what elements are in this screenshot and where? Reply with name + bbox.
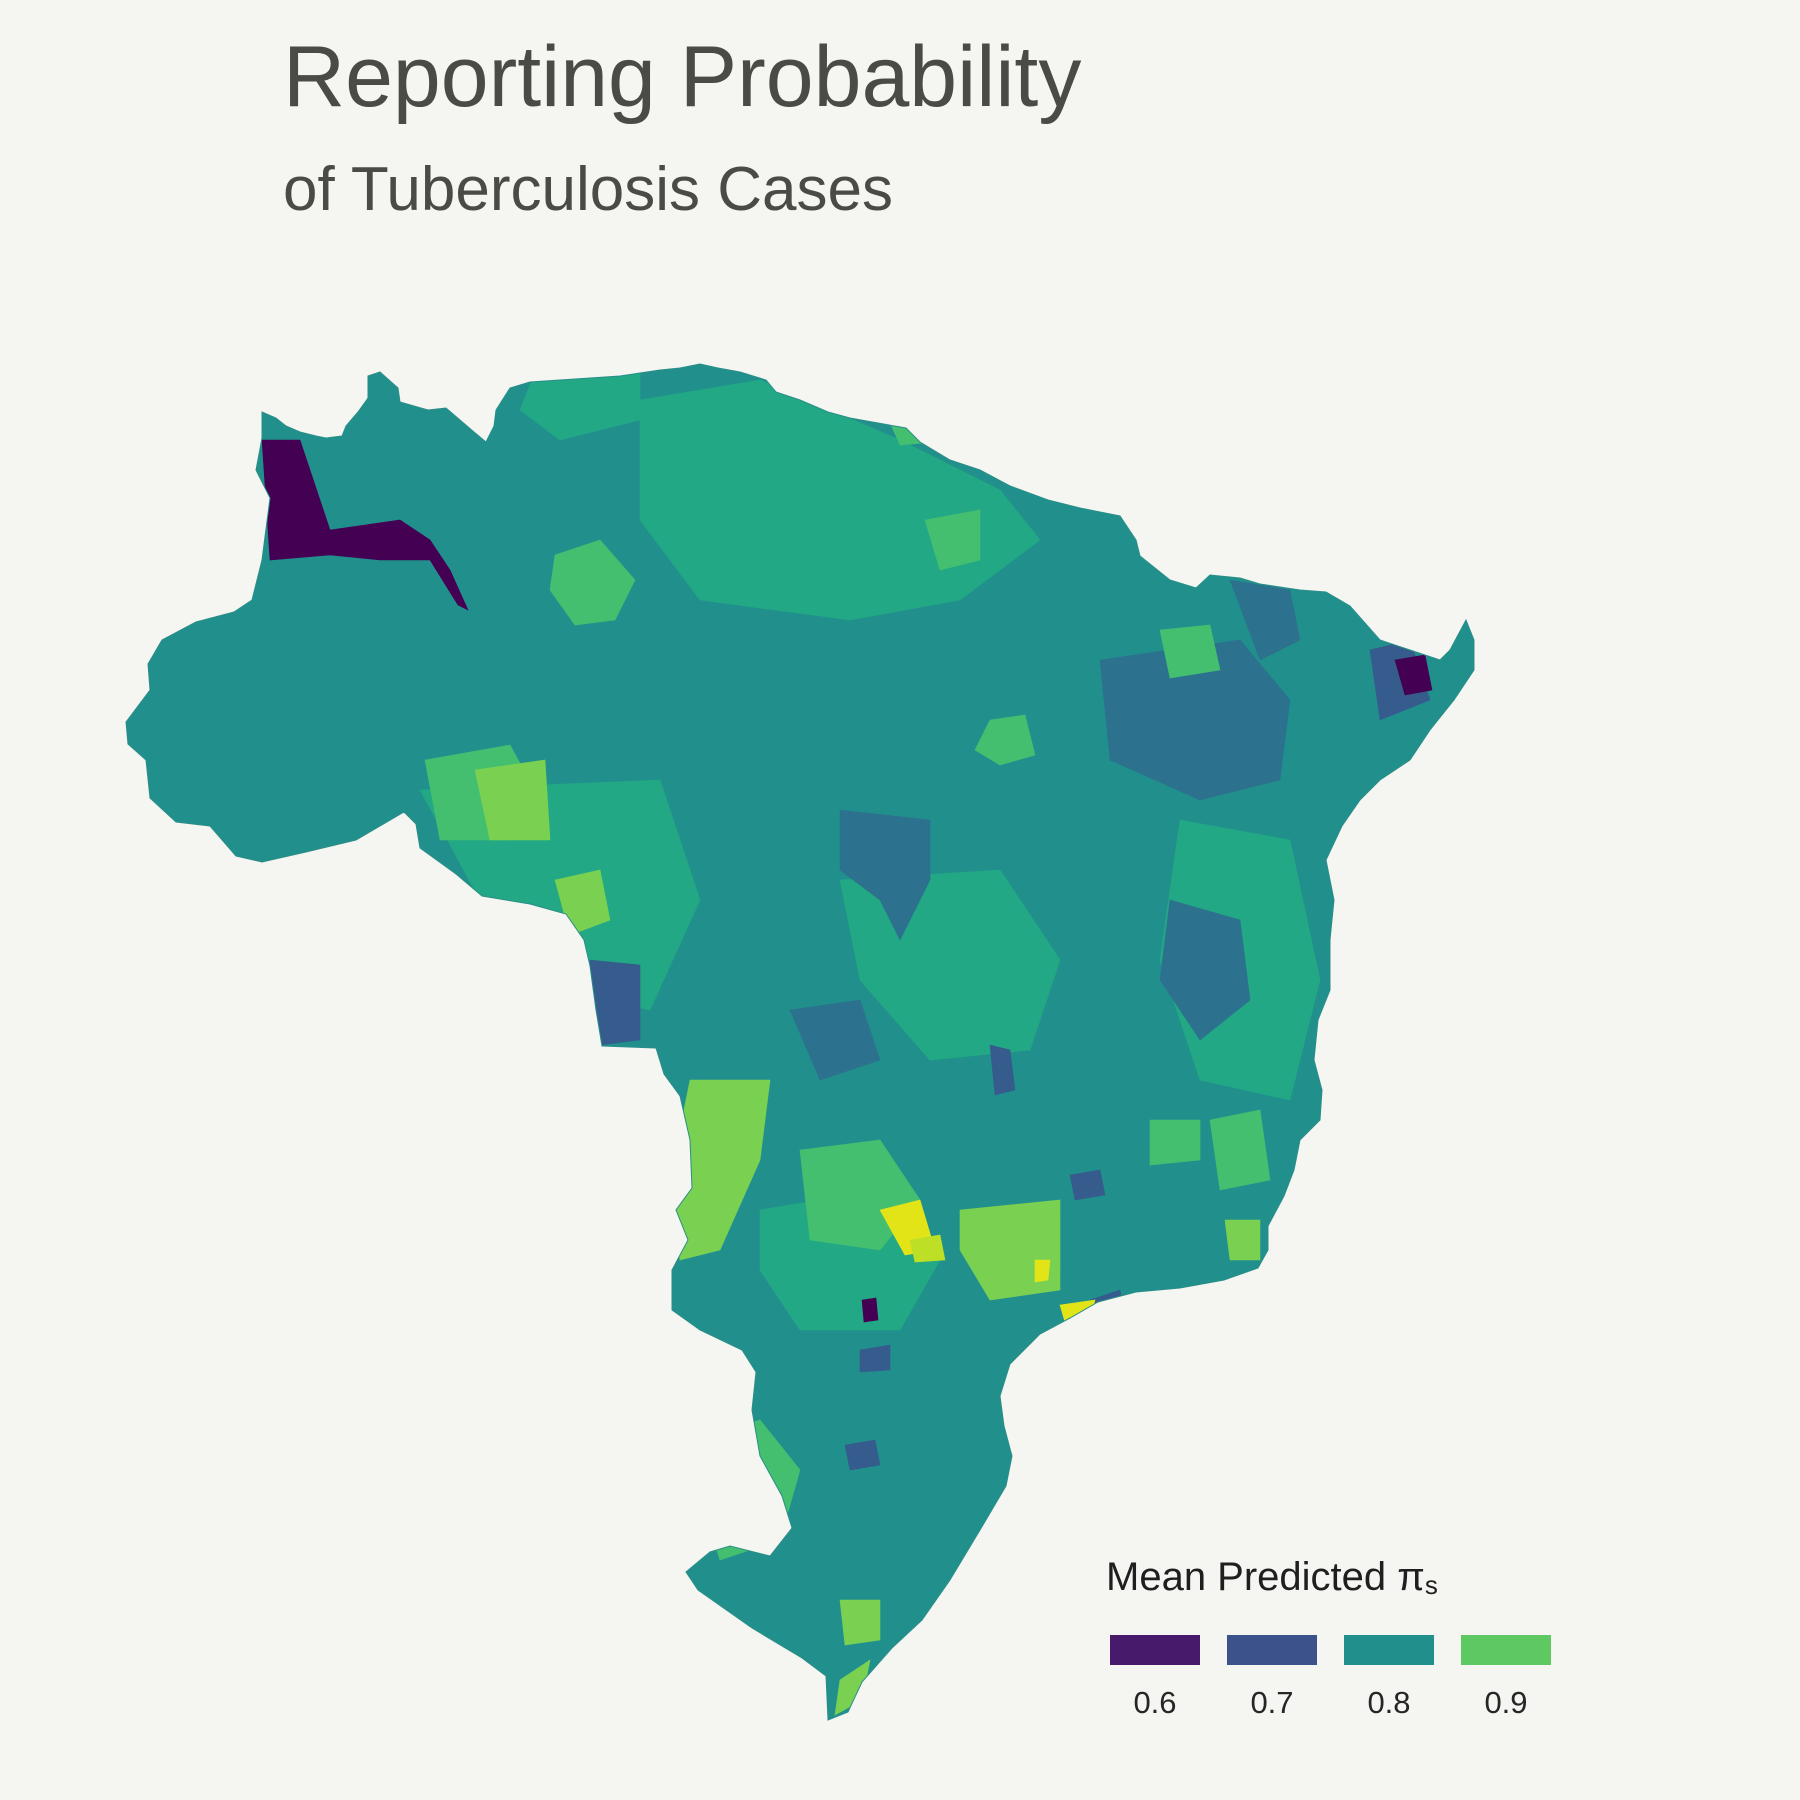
region-sp-west-2 xyxy=(909,1234,946,1263)
legend-label: 0.9 xyxy=(1484,1685,1528,1720)
region-bahia-inner xyxy=(1159,899,1251,1041)
region-mt-south xyxy=(789,999,881,1081)
region-north-para xyxy=(639,379,1041,621)
region-sp-center xyxy=(1034,1259,1051,1283)
region-mg-north xyxy=(1149,1119,1201,1166)
legend: Mean Predicted πs 0.6 0.7 0.8 0.9 xyxy=(1106,1555,1566,1735)
legend-item: 0.6 xyxy=(1110,1635,1200,1721)
map-title: Reporting Probability xyxy=(283,29,1082,125)
region-parana-small xyxy=(859,1344,891,1373)
region-alagoas xyxy=(1399,824,1421,853)
region-sp-metro-2 xyxy=(1067,1317,1091,1333)
region-es xyxy=(1209,1109,1271,1191)
region-amazonas-west xyxy=(261,439,469,611)
region-acre-east xyxy=(589,959,641,1046)
legend-item: 0.7 xyxy=(1227,1635,1317,1721)
legend-swatch xyxy=(1461,1635,1551,1665)
legend-swatch xyxy=(1110,1635,1200,1665)
region-amazonas-center xyxy=(549,539,636,626)
region-para-center xyxy=(974,714,1036,766)
region-rj xyxy=(1224,1219,1261,1261)
legend-label: 0.6 xyxy=(1133,1685,1177,1720)
legend-title: Mean Predicted πs xyxy=(1106,1555,1438,1600)
legend-label: 0.7 xyxy=(1250,1685,1294,1720)
region-tocantins xyxy=(839,809,931,941)
legend-swatch xyxy=(1344,1635,1434,1665)
region-rondonia xyxy=(474,759,551,841)
legend-label: 0.8 xyxy=(1367,1685,1411,1720)
region-mg-small xyxy=(1069,1169,1106,1201)
region-ceara-interior xyxy=(1229,579,1301,661)
legend-swatch xyxy=(1227,1635,1317,1665)
region-goias-small xyxy=(989,1044,1016,1096)
region-rn xyxy=(1394,654,1433,696)
legend-item: 0.9 xyxy=(1461,1635,1551,1721)
region-ms-small xyxy=(861,1297,879,1323)
legend-item: 0.8 xyxy=(1344,1635,1434,1721)
map-subtitle: of Tuberculosis Cases xyxy=(283,155,893,224)
region-piaui-east xyxy=(1099,639,1291,801)
region-santa-catarina xyxy=(844,1439,881,1471)
region-para-north xyxy=(924,509,981,571)
region-rs-lagoon xyxy=(839,1599,881,1646)
region-maranhao xyxy=(1159,624,1221,679)
